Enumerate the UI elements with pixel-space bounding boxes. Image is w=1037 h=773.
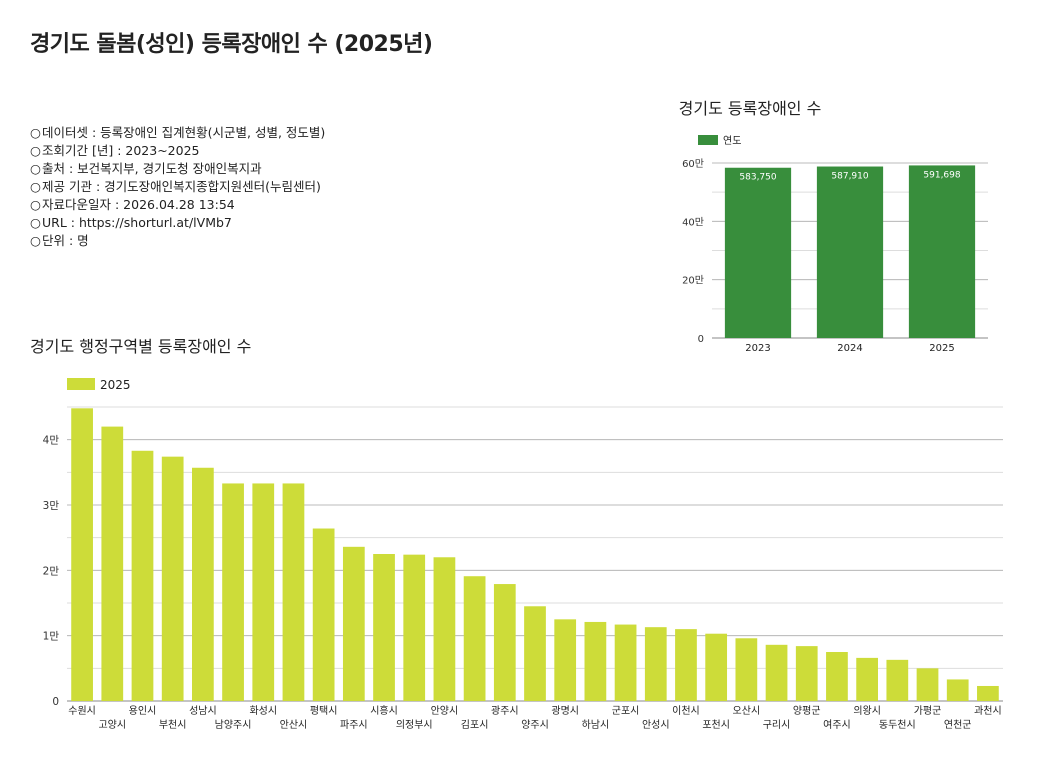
bar-연천군 xyxy=(946,679,969,701)
bar-과천시 xyxy=(977,685,999,701)
x-tick-label: 광명시 xyxy=(551,705,579,717)
dataset-info-list: ○데이터셋 : 등록장애인 집계현황(시군별, 성별, 정도별) ○조회기간 [… xyxy=(30,124,325,250)
x-tick-label: 군포시 xyxy=(612,705,640,717)
bar-파주시 xyxy=(342,546,365,701)
info-source: ○출처 : 보건복지부, 경기도청 장애인복지과 xyxy=(30,161,262,176)
legend-swatch xyxy=(698,135,718,145)
bar-용인시 xyxy=(131,450,154,701)
x-tick-label: 포천시 xyxy=(702,719,730,731)
bar-의정부시 xyxy=(403,554,426,701)
x-tick-label: 안양시 xyxy=(431,705,459,717)
x-tick-label: 의왕시 xyxy=(853,705,881,717)
x-tick-label: 연천군 xyxy=(944,719,972,731)
bar-부천시 xyxy=(161,456,184,701)
x-tick-label: 하남시 xyxy=(582,718,610,731)
x-tick-label: 동두천시 xyxy=(879,719,916,731)
y-tick-label: 3만 xyxy=(43,500,60,512)
bar-이천시 xyxy=(675,629,697,701)
bar-남양주시 xyxy=(222,483,244,701)
bar-양평군 xyxy=(795,646,818,701)
bar-수원시 xyxy=(71,408,93,701)
info-download-date: ○자료다운일자 : 2026.04.28 13:54 xyxy=(30,197,235,212)
legend-label: 2025 xyxy=(100,378,131,392)
bar-2023 xyxy=(724,167,792,338)
bar-김포시 xyxy=(463,576,486,701)
y-tick-label: 4만 xyxy=(43,435,60,447)
x-tick-label: 부천시 xyxy=(159,719,187,731)
x-tick-label: 의정부시 xyxy=(396,719,433,731)
x-tick-label: 과천시 xyxy=(974,705,1002,717)
bar-고양시 xyxy=(101,426,124,701)
bar-여주시 xyxy=(826,652,848,701)
bar-동두천시 xyxy=(886,659,909,701)
bar-포천시 xyxy=(705,633,728,701)
x-tick-label: 광주시 xyxy=(491,705,519,717)
bar-평택시 xyxy=(312,528,335,701)
x-tick-label: 화성시 xyxy=(249,705,277,717)
bar-안양시 xyxy=(433,557,456,701)
x-tick-label: 오산시 xyxy=(733,705,761,717)
x-tick-label: 구리시 xyxy=(763,719,791,731)
bar-성남시 xyxy=(192,467,214,701)
info-dataset: ○데이터셋 : 등록장애인 집계현황(시군별, 성별, 정도별) xyxy=(30,125,326,140)
x-tick-label: 양주시 xyxy=(521,719,549,731)
y-tick-label: 20만 xyxy=(682,275,704,287)
x-tick-label: 성남시 xyxy=(189,705,217,717)
x-tick-label: 김포시 xyxy=(461,719,489,731)
legend-label: 연도 xyxy=(723,135,741,147)
x-tick-label: 2023 xyxy=(745,343,770,354)
x-tick-label: 가평군 xyxy=(914,705,942,717)
info-unit: ○단위 : 명 xyxy=(30,233,89,248)
x-tick-label: 안산시 xyxy=(280,719,308,731)
y-tick-label: 0 xyxy=(52,696,59,708)
y-tick-label: 40만 xyxy=(682,216,704,228)
bar-하남시 xyxy=(584,621,607,701)
bar-화성시 xyxy=(252,483,275,701)
bar-가평군 xyxy=(916,668,939,701)
x-tick-label: 수원시 xyxy=(68,705,96,717)
bar-의왕시 xyxy=(856,657,878,701)
data-label: 583,750 xyxy=(739,173,776,183)
legend-swatch xyxy=(67,378,95,390)
big-chart-title: 경기도 행정구역별 등록장애인 수 xyxy=(30,337,252,356)
bar-광주시 xyxy=(493,584,516,701)
small-chart-title: 경기도 등록장애인 수 xyxy=(678,99,822,118)
data-label: 587,910 xyxy=(831,172,868,182)
x-tick-label: 평택시 xyxy=(310,705,338,717)
bar-안산시 xyxy=(282,483,305,701)
data-label: 591,698 xyxy=(923,170,960,180)
x-tick-label: 2024 xyxy=(837,343,862,354)
y-tick-label: 1만 xyxy=(43,631,60,643)
bar-구리시 xyxy=(765,644,788,701)
x-tick-label: 용인시 xyxy=(129,705,157,717)
x-tick-label: 2025 xyxy=(929,343,954,354)
y-tick-label: 2만 xyxy=(43,565,60,577)
bar-오산시 xyxy=(735,638,758,701)
bar-군포시 xyxy=(614,624,637,701)
info-period: ○조회기간 [년] : 2023~2025 xyxy=(30,143,200,158)
bar-안성시 xyxy=(644,627,667,701)
x-tick-label: 파주시 xyxy=(340,719,368,731)
x-tick-label: 양평군 xyxy=(793,705,821,717)
y-tick-label: 60만 xyxy=(682,158,704,170)
bar-양주시 xyxy=(524,606,546,701)
x-tick-label: 고양시 xyxy=(98,719,126,731)
y-tick-label: 0 xyxy=(698,334,704,345)
page-title: 경기도 돌봄(성인) 등록장애인 수 (2025년) xyxy=(30,32,433,57)
bar-2025 xyxy=(908,165,976,338)
x-tick-label: 안성시 xyxy=(642,719,670,731)
x-tick-label: 남양주시 xyxy=(215,719,252,731)
x-tick-label: 시흥시 xyxy=(370,704,398,717)
bar-광명시 xyxy=(554,619,577,701)
x-tick-label: 이천시 xyxy=(672,705,700,717)
info-url: ○URL : https://shorturl.at/lVMb7 xyxy=(30,215,232,230)
bar-2024 xyxy=(816,166,884,338)
bar-시흥시 xyxy=(373,554,395,701)
x-tick-label: 여주시 xyxy=(823,719,851,731)
info-provider: ○제공 기관 : 경기도장애인복지종합지원센터(누림센터) xyxy=(30,179,321,194)
